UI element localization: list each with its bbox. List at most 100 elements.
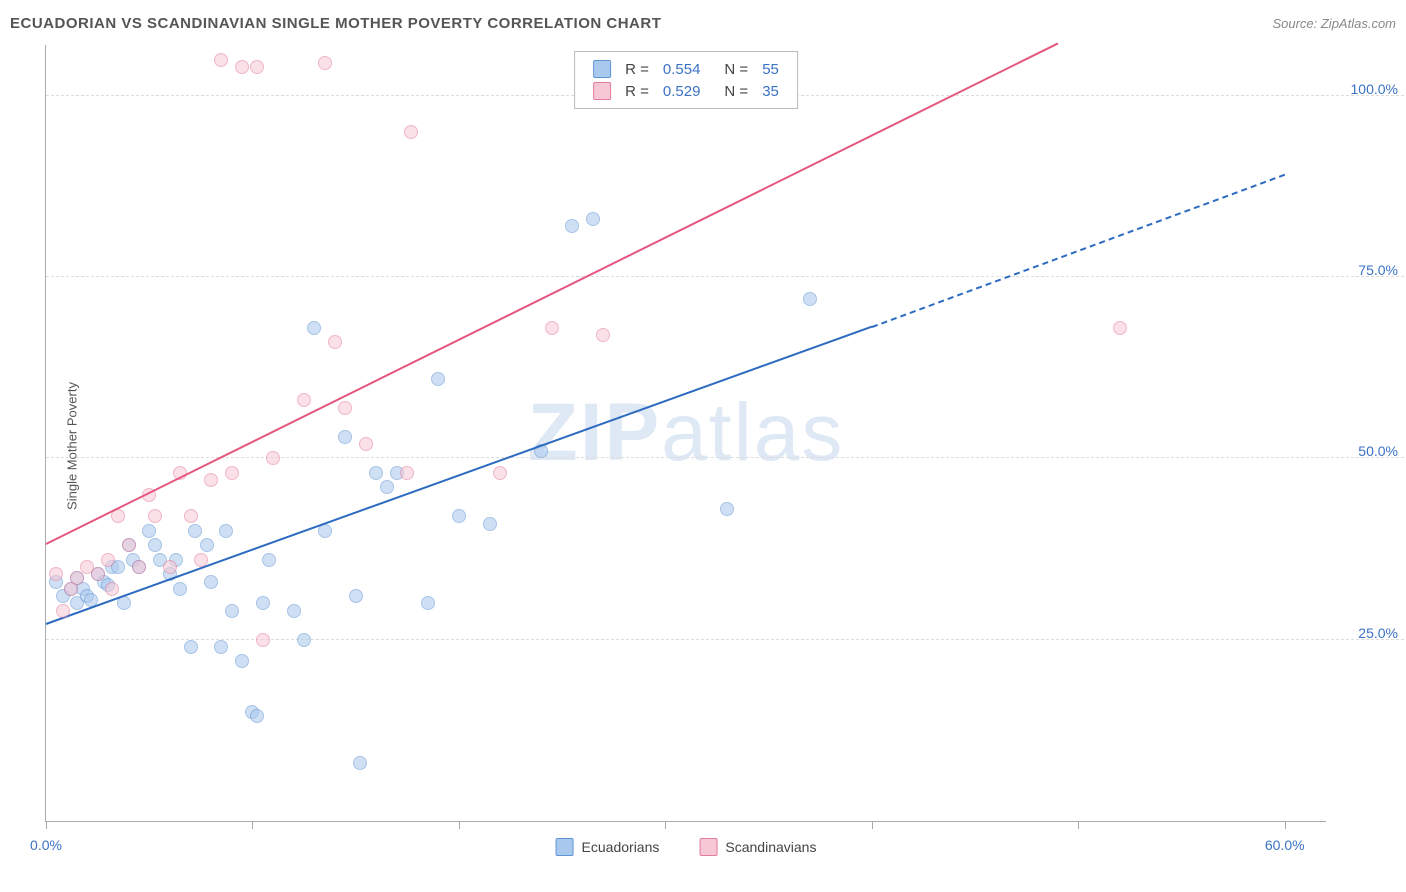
x-tick (252, 821, 253, 829)
ecuadorians-marker (353, 756, 367, 770)
ecuadorians-marker (214, 640, 228, 654)
scandinavians-marker (338, 401, 352, 415)
ecuadorians-marker (803, 292, 817, 306)
gridline-h (46, 276, 1404, 277)
n-value: 55 (762, 61, 779, 78)
scandinavians-marker (545, 321, 559, 335)
scandinavians-marker (56, 604, 70, 618)
series-legend-item: Ecuadorians (556, 838, 660, 856)
ecuadorians-marker (173, 582, 187, 596)
ecuadorians-marker (188, 524, 202, 538)
r-label: R = (625, 83, 649, 100)
x-tick (459, 821, 460, 829)
scandinavians-marker (328, 335, 342, 349)
source-attribution: Source: ZipAtlas.com (1272, 16, 1396, 31)
ecuadorians-marker (297, 633, 311, 647)
scandinavians-swatch (593, 82, 611, 100)
ecuadorians-marker (380, 480, 394, 494)
y-tick-label: 25.0% (1358, 625, 1398, 641)
scandinavians-marker (194, 553, 208, 567)
scandinavians-marker (101, 553, 115, 567)
ecuadorians-marker (307, 321, 321, 335)
scandinavians-marker (297, 393, 311, 407)
scandinavians-swatch (699, 838, 717, 856)
correlation-legend-row: R = 0.554 N = 55 (593, 58, 779, 80)
scandinavians-marker (400, 466, 414, 480)
x-tick (872, 821, 873, 829)
r-value: 0.554 (663, 61, 701, 78)
scandinavians-marker (225, 466, 239, 480)
x-tick-label: 0.0% (30, 837, 62, 853)
scandinavians-marker (250, 60, 264, 74)
correlation-legend-row: R = 0.529 N = 35 (593, 80, 779, 102)
gridline-h (46, 639, 1404, 640)
ecuadorians-marker (219, 524, 233, 538)
ecuadorians-marker (287, 604, 301, 618)
y-tick-label: 50.0% (1358, 443, 1398, 459)
scandinavians-marker (1113, 321, 1127, 335)
ecuadorians-marker (586, 212, 600, 226)
gridline-h (46, 457, 1404, 458)
watermark-light: atlas (661, 387, 844, 478)
n-label: N = (724, 83, 748, 100)
chart-container: ECUADORIAN VS SCANDINAVIAN SINGLE MOTHER… (0, 0, 1406, 892)
ecuadorians-marker (338, 430, 352, 444)
title-bar: ECUADORIAN VS SCANDINAVIAN SINGLE MOTHER… (10, 15, 1396, 32)
ecuadorians-marker (256, 596, 270, 610)
series-legend: Ecuadorians Scandinavians (556, 838, 817, 856)
x-tick (665, 821, 666, 829)
n-label: N = (724, 61, 748, 78)
scandinavians-marker (359, 437, 373, 451)
x-tick-label: 60.0% (1265, 837, 1305, 853)
scandinavians-marker (318, 56, 332, 70)
ecuadorians-trendline (871, 174, 1285, 328)
x-tick (46, 821, 47, 829)
r-value: 0.529 (663, 83, 701, 100)
scandinavians-marker (214, 53, 228, 67)
scandinavians-marker (404, 125, 418, 139)
chart-title: ECUADORIAN VS SCANDINAVIAN SINGLE MOTHER… (10, 15, 661, 32)
scandinavians-marker (266, 451, 280, 465)
ecuadorians-marker (148, 538, 162, 552)
series-legend-item: Scandinavians (699, 838, 816, 856)
ecuadorians-swatch (593, 60, 611, 78)
ecuadorians-marker (235, 654, 249, 668)
ecuadorians-marker (431, 372, 445, 386)
scandinavians-marker (105, 582, 119, 596)
scandinavians-marker (122, 538, 136, 552)
correlation-legend: R = 0.554 N = 55 R = 0.529 N = 35 (574, 51, 798, 109)
scandinavians-marker (235, 60, 249, 74)
x-tick (1285, 821, 1286, 829)
ecuadorians-marker (184, 640, 198, 654)
ecuadorians-marker (565, 219, 579, 233)
scandinavians-marker (256, 633, 270, 647)
ecuadorians-marker (452, 509, 466, 523)
scandinavians-marker (49, 567, 63, 581)
scandinavians-marker (70, 571, 84, 585)
ecuadorians-marker (204, 575, 218, 589)
scandinavians-marker (148, 509, 162, 523)
series-legend-label: Scandinavians (725, 839, 816, 855)
y-tick-label: 75.0% (1358, 262, 1398, 278)
ecuadorians-marker (225, 604, 239, 618)
ecuadorians-marker (720, 502, 734, 516)
y-tick-label: 100.0% (1351, 81, 1398, 97)
ecuadorians-marker (369, 466, 383, 480)
ecuadorians-marker (262, 553, 276, 567)
scandinavians-marker (493, 466, 507, 480)
scandinavians-marker (184, 509, 198, 523)
ecuadorians-marker (349, 589, 363, 603)
scandinavians-trendline (46, 43, 1058, 545)
ecuadorians-marker (483, 517, 497, 531)
watermark-bold: ZIP (528, 387, 662, 478)
ecuadorians-swatch (556, 838, 574, 856)
n-value: 35 (762, 83, 779, 100)
series-legend-label: Ecuadorians (582, 839, 660, 855)
ecuadorians-marker (142, 524, 156, 538)
x-tick (1078, 821, 1079, 829)
scandinavians-marker (163, 560, 177, 574)
ecuadorians-trendline (46, 326, 872, 625)
r-label: R = (625, 61, 649, 78)
scandinavians-marker (596, 328, 610, 342)
ecuadorians-marker (421, 596, 435, 610)
